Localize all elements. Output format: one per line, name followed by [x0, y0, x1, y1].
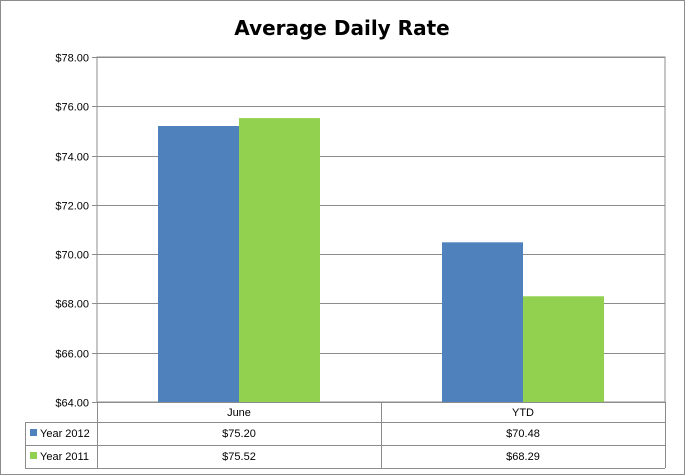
legend-swatch [30, 429, 37, 436]
legend-label: Year 2012 [40, 428, 90, 440]
y-tick-label: $76.00 [55, 102, 89, 114]
data-table-value: $75.52 [222, 451, 256, 463]
x-tick-label: YTD [512, 407, 534, 419]
x-tick-label: June [227, 407, 251, 419]
bars [158, 118, 604, 402]
y-tick-label: $64.00 [55, 398, 89, 410]
bar-ytd-year-2012 [442, 242, 523, 402]
data-table-value: $75.20 [222, 428, 256, 440]
y-tick-label: $74.00 [55, 152, 89, 164]
legend-label: Year 2011 [40, 451, 89, 463]
data-table: June YTD Year 2012 $75.20 $70.48 Year 2011 $75… [25, 402, 666, 469]
y-tick-label: $72.00 [55, 201, 89, 213]
bar-june-year-2011 [239, 118, 320, 402]
data-table-value: $70.48 [506, 428, 540, 440]
y-axis: $64.00 $66.00 $68.00 $70.00 $72.00 $74.00 $76.… [55, 53, 89, 410]
bar-june-year-2012 [158, 126, 239, 402]
data-table-value: $68.29 [506, 451, 540, 463]
bar-ytd-year-2011 [523, 296, 604, 402]
y-tick-label: $78.00 [55, 53, 89, 65]
y-tick-label: $66.00 [55, 349, 89, 361]
legend-swatch [30, 452, 37, 459]
chart-title: Average Daily Rate [234, 16, 449, 40]
y-tick-label: $68.00 [55, 299, 89, 311]
y-tick-label: $70.00 [55, 250, 89, 262]
